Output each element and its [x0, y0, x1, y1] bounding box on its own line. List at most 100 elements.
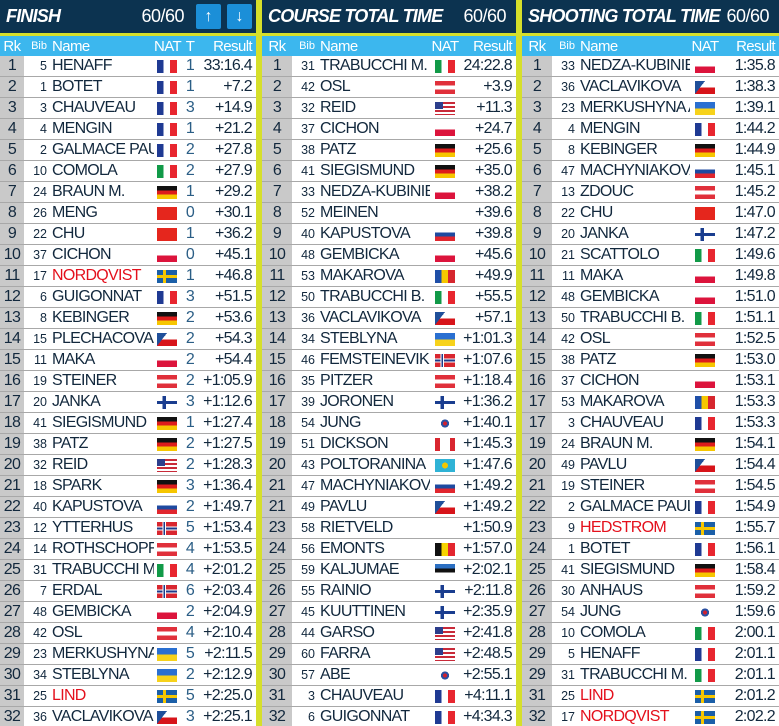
table-row[interactable]: 25 59 KALJUMAE +2:02.1 [262, 560, 516, 581]
table-row[interactable]: 6 10 COMOLA 2 +27.9 [0, 161, 256, 182]
table-row[interactable]: 28 10 COMOLA 2:00.1 [522, 623, 779, 644]
table-row[interactable]: 6 41 SIEGISMUND +35.0 [262, 161, 516, 182]
table-row[interactable]: 9 20 JANKA 1:47.2 [522, 224, 779, 245]
table-row[interactable]: 29 60 FARRA +2:48.5 [262, 644, 516, 665]
col-bib[interactable]: Bib [559, 40, 575, 52]
col-rank[interactable]: Rk [3, 37, 21, 55]
col-t[interactable]: T [185, 37, 195, 55]
table-row[interactable]: 30 34 STEBLYNA 2 +2:12.9 [0, 665, 256, 686]
table-row[interactable]: 5 2 GALMACE PAULIN 2 +27.8 [0, 140, 256, 161]
col-result[interactable]: Result [213, 37, 253, 55]
table-row[interactable]: 17 39 JORONEN +1:36.2 [262, 392, 516, 413]
table-row[interactable]: 27 48 GEMBICKA 2 +2:04.9 [0, 602, 256, 623]
table-row[interactable]: 24 14 ROTHSCHOPF 4 +1:53.5 [0, 539, 256, 560]
table-row[interactable]: 1 33 NEDZA-KUBINIEC 1:35.8 [522, 56, 779, 77]
table-row[interactable]: 29 5 HENAFF 2:01.1 [522, 644, 779, 665]
table-row[interactable]: 26 55 RAINIO +2:11.8 [262, 581, 516, 602]
table-row[interactable]: 24 1 BOTET 1:56.1 [522, 539, 779, 560]
table-row[interactable]: 22 40 KAPUSTOVA 2 +1:49.7 [0, 497, 256, 518]
col-nat[interactable]: NAT [691, 37, 719, 55]
table-row[interactable]: 18 41 SIEGISMUND 1 +1:27.4 [0, 413, 256, 434]
table-row[interactable]: 12 50 TRABUCCHI B. +55.5 [262, 287, 516, 308]
table-row[interactable]: 29 23 MERKUSHYNA A 5 +2:11.5 [0, 644, 256, 665]
table-row[interactable]: 26 7 ERDAL 6 +2:03.4 [0, 581, 256, 602]
table-row[interactable]: 27 54 JUNG 1:59.6 [522, 602, 779, 623]
table-row[interactable]: 15 38 PATZ 1:53.0 [522, 350, 779, 371]
table-row[interactable]: 7 13 ZDOUC 1:45.2 [522, 182, 779, 203]
arrow-down-button[interactable]: ↓ [227, 4, 252, 29]
table-row[interactable]: 2 1 BOTET 1 +7.2 [0, 77, 256, 98]
table-row[interactable]: 21 18 SPARK 3 +1:36.4 [0, 476, 256, 497]
table-row[interactable]: 32 36 VACLAVIKOVA 3 +2:25.1 [0, 707, 256, 726]
table-row[interactable]: 13 50 TRABUCCHI B. 1:51.1 [522, 308, 779, 329]
table-row[interactable]: 16 35 PITZER +1:18.4 [262, 371, 516, 392]
table-row[interactable]: 20 49 PAVLU 1:54.4 [522, 455, 779, 476]
table-row[interactable]: 23 12 YTTERHUS 5 +1:53.4 [0, 518, 256, 539]
table-row[interactable]: 21 49 PAVLU +1:49.2 [262, 497, 516, 518]
table-row[interactable]: 20 32 REID 2 +1:28.3 [0, 455, 256, 476]
table-row[interactable]: 4 4 MENGIN 1 +21.2 [0, 119, 256, 140]
table-row[interactable]: 18 54 JUNG +1:40.1 [262, 413, 516, 434]
col-bib[interactable]: Bib [31, 40, 47, 52]
table-row[interactable]: 14 42 OSL 1:52.5 [522, 329, 779, 350]
table-row[interactable]: 8 26 MENG 0 +30.1 [0, 203, 256, 224]
table-row[interactable]: 17 53 MAKAROVA 1:53.3 [522, 392, 779, 413]
table-row[interactable]: 16 19 STEINER 2 +1:05.9 [0, 371, 256, 392]
table-row[interactable]: 9 22 CHU 1 +36.2 [0, 224, 256, 245]
table-row[interactable]: 20 43 POLTORANINA +1:47.6 [262, 455, 516, 476]
table-row[interactable]: 23 58 RIETVELD +1:50.9 [262, 518, 516, 539]
table-row[interactable]: 1 5 HENAFF 1 33:16.4 [0, 56, 256, 77]
table-row[interactable]: 19 24 BRAUN M. 1:54.1 [522, 434, 779, 455]
table-row[interactable]: 8 22 CHU 1:47.0 [522, 203, 779, 224]
table-row[interactable]: 15 11 MAKA 2 +54.4 [0, 350, 256, 371]
table-row[interactable]: 13 36 VACLAVIKOVA +57.1 [262, 308, 516, 329]
col-name[interactable]: Name [320, 37, 358, 55]
table-row[interactable]: 2 42 OSL +3.9 [262, 77, 516, 98]
table-row[interactable]: 25 41 SIEGISMUND 1:58.4 [522, 560, 779, 581]
table-row[interactable]: 23 9 HEDSTROM 1:55.7 [522, 518, 779, 539]
table-row[interactable]: 25 31 TRABUCCHI M. 4 +2:01.2 [0, 560, 256, 581]
table-row[interactable]: 30 57 ABE +2:55.1 [262, 665, 516, 686]
col-name[interactable]: Name [52, 37, 90, 55]
col-nat[interactable]: NAT [431, 37, 459, 55]
table-row[interactable]: 8 52 MEINEN +39.6 [262, 203, 516, 224]
col-rank[interactable]: Rk [528, 37, 546, 55]
table-row[interactable]: 32 6 GUIGONNAT +4:34.3 [262, 707, 516, 726]
table-row[interactable]: 19 38 PATZ 2 +1:27.5 [0, 434, 256, 455]
table-row[interactable]: 5 38 PATZ +25.6 [262, 140, 516, 161]
table-row[interactable]: 1 31 TRABUCCHI M. 24:22.8 [262, 56, 516, 77]
table-row[interactable]: 12 6 GUIGONNAT 3 +51.5 [0, 287, 256, 308]
table-row[interactable]: 21 47 MACHYNIAKOVA. +1:49.2 [262, 476, 516, 497]
table-row[interactable]: 10 37 CICHON 0 +45.1 [0, 245, 256, 266]
table-row[interactable]: 10 48 GEMBICKA +45.6 [262, 245, 516, 266]
table-row[interactable]: 28 42 OSL 4 +2:10.4 [0, 623, 256, 644]
table-row[interactable]: 12 48 GEMBICKA 1:51.0 [522, 287, 779, 308]
col-name[interactable]: Name [580, 37, 618, 55]
table-row[interactable]: 27 45 KUUTTINEN +2:35.9 [262, 602, 516, 623]
table-row[interactable]: 11 53 MAKAROVA +49.9 [262, 266, 516, 287]
table-row[interactable]: 26 30 ANHAUS 1:59.2 [522, 581, 779, 602]
table-row[interactable]: 9 40 KAPUSTOVA +39.8 [262, 224, 516, 245]
table-row[interactable]: 10 21 SCATTOLO 1:49.6 [522, 245, 779, 266]
table-row[interactable]: 31 3 CHAUVEAU +4:11.1 [262, 686, 516, 707]
table-row[interactable]: 31 25 LIND 2:01.2 [522, 686, 779, 707]
table-row[interactable]: 29 31 TRABUCCHI M. 2:01.1 [522, 665, 779, 686]
table-row[interactable]: 4 37 CICHON +24.7 [262, 119, 516, 140]
table-row[interactable]: 21 19 STEINER 1:54.5 [522, 476, 779, 497]
arrow-up-button[interactable]: ↑ [196, 4, 221, 29]
col-nat[interactable]: NAT [154, 37, 182, 55]
table-row[interactable]: 4 4 MENGIN 1:44.2 [522, 119, 779, 140]
table-row[interactable]: 7 33 NEDZA-KUBINIEC +38.2 [262, 182, 516, 203]
table-row[interactable]: 6 47 MACHYNIAKOVA. 1:45.1 [522, 161, 779, 182]
table-row[interactable]: 19 51 DICKSON +1:45.3 [262, 434, 516, 455]
table-row[interactable]: 7 24 BRAUN M. 1 +29.2 [0, 182, 256, 203]
table-row[interactable]: 17 3 CHAUVEAU 1:53.3 [522, 413, 779, 434]
table-row[interactable]: 15 46 FEMSTEINEVIK +1:07.6 [262, 350, 516, 371]
table-row[interactable]: 3 3 CHAUVEAU 3 +14.9 [0, 98, 256, 119]
table-row[interactable]: 2 36 VACLAVIKOVA 1:38.3 [522, 77, 779, 98]
col-bib[interactable]: Bib [299, 40, 315, 52]
table-row[interactable]: 24 56 EMONTS +1:57.0 [262, 539, 516, 560]
table-row[interactable]: 3 32 REID +11.3 [262, 98, 516, 119]
table-row[interactable]: 5 8 KEBINGER 1:44.9 [522, 140, 779, 161]
table-row[interactable]: 22 2 GALMACE PAULIN 1:54.9 [522, 497, 779, 518]
